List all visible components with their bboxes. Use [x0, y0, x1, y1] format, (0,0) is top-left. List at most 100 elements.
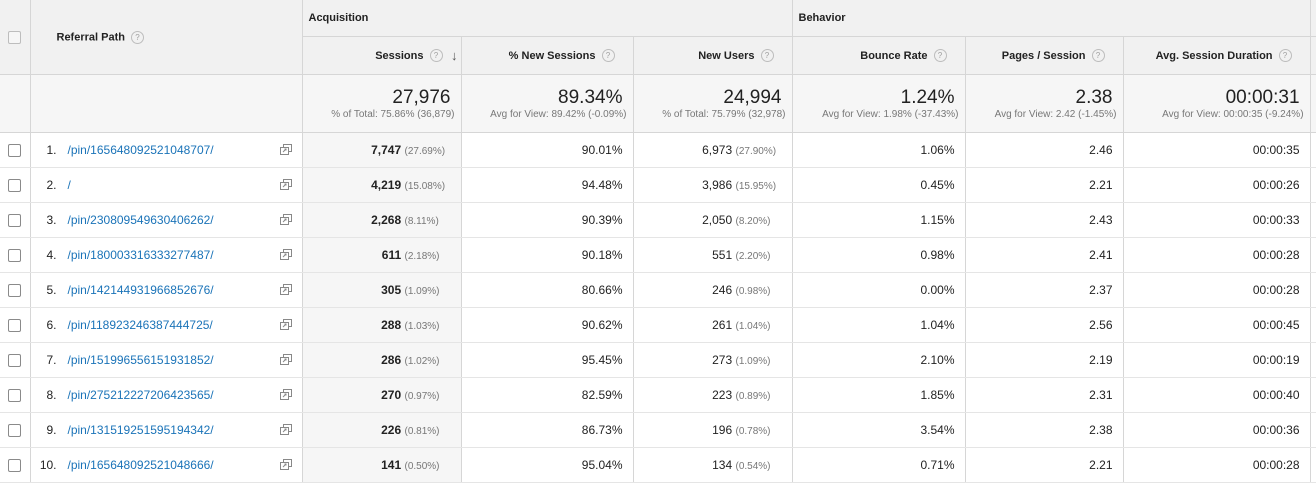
- open-in-new-icon[interactable]: [279, 388, 292, 403]
- referral-path-link[interactable]: /pin/165648092521048666/: [67, 457, 214, 472]
- help-icon[interactable]: ?: [933, 49, 947, 62]
- avg-session-duration-cell: 00:00:28: [1122, 447, 1311, 483]
- new-users-cell: 2,050 (8.20%): [632, 202, 792, 238]
- referral-path-link[interactable]: /pin/275212227206423565/: [67, 387, 214, 402]
- new-users-percent: (15.95%): [735, 181, 777, 192]
- totals-value: 89.34%: [558, 86, 623, 108]
- open-in-new-icon[interactable]: [279, 143, 292, 158]
- new-users-value: 223: [712, 388, 733, 402]
- help-icon[interactable]: ?: [1091, 49, 1105, 62]
- column-label: Bounce Rate: [860, 49, 928, 62]
- row-checkbox[interactable]: [8, 424, 22, 438]
- pct-new-sessions-cell: 95.45%: [460, 342, 633, 378]
- column-header-pages-per-session[interactable]: Pages / Session?: [964, 36, 1123, 75]
- select-all-checkbox[interactable]: [8, 30, 22, 44]
- new-users-value: 134: [712, 458, 733, 472]
- open-in-new-icon[interactable]: [279, 458, 292, 473]
- dimension-header-label: Referral Path: [56, 30, 125, 43]
- row-checkbox-cell: [0, 237, 30, 273]
- totals-subtext: Avg for View: 2.42 (-1.45%): [994, 108, 1117, 120]
- new-users-percent: (0.89%): [735, 391, 771, 402]
- referral-path-link[interactable]: /pin/142144931966852676/: [67, 282, 214, 297]
- row-checkbox-cell: [0, 272, 30, 308]
- avg-session-duration-cell: 00:00:19: [1122, 342, 1311, 378]
- open-in-new-icon[interactable]: [279, 423, 292, 438]
- row-checkbox[interactable]: [8, 284, 22, 298]
- column-header-sessions[interactable]: Sessions? ↓: [301, 36, 461, 75]
- totals-value: 27,976: [392, 86, 451, 108]
- dimension-header[interactable]: Referral Path?: [29, 0, 302, 75]
- open-in-new-icon[interactable]: [279, 283, 292, 298]
- referral-path-cell: 8. /pin/275212227206423565/: [29, 377, 302, 413]
- column-header-bounce-rate[interactable]: Bounce Rate?: [791, 36, 965, 75]
- sessions-value: 286: [381, 353, 402, 367]
- row-checkbox[interactable]: [8, 144, 22, 158]
- row-checkbox[interactable]: [8, 214, 22, 228]
- open-in-new-icon[interactable]: [279, 213, 292, 228]
- referral-path-link[interactable]: /pin/230809549630406262/: [67, 212, 214, 227]
- new-users-value: 196: [712, 423, 733, 437]
- row-checkbox[interactable]: [8, 179, 22, 193]
- sessions-cell: 288 (1.03%): [301, 307, 461, 343]
- totals-dimension-cell: [29, 74, 302, 133]
- table-row: 9. /pin/131519251595194342/ 226 (0.81%) 8…: [0, 412, 1316, 448]
- column-header-pct-new-sessions[interactable]: % New Sessions?: [460, 36, 633, 75]
- open-in-new-icon[interactable]: [279, 248, 292, 263]
- sessions-value: 141: [381, 458, 402, 472]
- row-checkbox[interactable]: [8, 389, 22, 403]
- sessions-value: 288: [381, 318, 402, 332]
- help-icon[interactable]: ?: [130, 30, 144, 44]
- new-users-cell: 6,973 (27.90%): [632, 132, 792, 168]
- referral-path-link[interactable]: /pin/180003316333277487/: [67, 247, 214, 262]
- sort-descending-icon[interactable]: ↓: [451, 48, 458, 63]
- open-in-new-icon[interactable]: [279, 178, 292, 193]
- table-row: 6. /pin/118923246387444725/ 288 (1.03%) 9…: [0, 307, 1316, 343]
- referral-path-link[interactable]: /pin/165648092521048707/: [67, 142, 214, 157]
- help-icon[interactable]: ?: [1278, 49, 1292, 62]
- row-checkbox-cell: [0, 412, 30, 448]
- help-icon[interactable]: ?: [429, 49, 443, 62]
- referral-path-link[interactable]: /pin/118923246387444725/: [67, 317, 213, 332]
- referral-path-link[interactable]: /: [67, 177, 71, 192]
- help-icon[interactable]: ?: [760, 49, 774, 62]
- sessions-percent: (1.03%): [404, 321, 440, 332]
- sessions-percent: (0.97%): [404, 391, 440, 402]
- new-users-cell: 196 (0.78%): [632, 412, 792, 448]
- sessions-value: 611: [381, 248, 402, 262]
- sessions-value: 7,747: [371, 143, 402, 157]
- open-in-new-icon[interactable]: [279, 318, 292, 333]
- referral-path-link[interactable]: /pin/131519251595194342/: [67, 422, 214, 437]
- row-index: 8.: [46, 387, 57, 402]
- pct-new-sessions-cell: 90.62%: [460, 307, 633, 343]
- row-checkbox[interactable]: [8, 459, 22, 473]
- totals-value: 00:00:31: [1225, 86, 1300, 108]
- row-index: 5.: [46, 282, 57, 297]
- pages-per-session-cell: 2.21: [964, 167, 1123, 203]
- open-in-new-icon[interactable]: [279, 353, 292, 368]
- column-header-new-users[interactable]: New Users?: [632, 36, 792, 75]
- pct-new-sessions-cell: 90.01%: [460, 132, 633, 168]
- pct-new-sessions-cell: 80.66%: [460, 272, 633, 308]
- help-icon[interactable]: ?: [601, 49, 615, 62]
- totals-row: 27,976 % of Total: 75.86% (36,879) 89.34…: [0, 74, 1316, 133]
- bounce-rate-cell: 1.04%: [791, 307, 965, 343]
- referral-path-cell: 10. /pin/165648092521048666/: [29, 447, 302, 483]
- row-checkbox[interactable]: [8, 319, 22, 333]
- overflow-cell: [1309, 412, 1316, 448]
- row-checkbox[interactable]: [8, 249, 22, 263]
- row-checkbox[interactable]: [8, 354, 22, 368]
- new-users-value: 551: [712, 248, 733, 262]
- group-header-acquisition: Acquisition: [301, 0, 792, 37]
- referral-path-link[interactable]: /pin/151996556151931852/: [67, 352, 214, 367]
- bounce-rate-cell: 0.98%: [791, 237, 965, 273]
- row-checkbox-cell: [0, 167, 30, 203]
- new-users-cell: 273 (1.09%): [632, 342, 792, 378]
- bounce-rate-cell: 3.54%: [791, 412, 965, 448]
- column-header-overflow: [1309, 36, 1316, 75]
- sessions-cell: 226 (0.81%): [301, 412, 461, 448]
- bounce-rate-cell: 2.10%: [791, 342, 965, 378]
- column-header-avg-session-duration[interactable]: Avg. Session Duration?: [1122, 36, 1311, 75]
- overflow-cell: [1309, 237, 1316, 273]
- new-users-value: 246: [712, 283, 733, 297]
- new-users-cell: 3,986 (15.95%): [632, 167, 792, 203]
